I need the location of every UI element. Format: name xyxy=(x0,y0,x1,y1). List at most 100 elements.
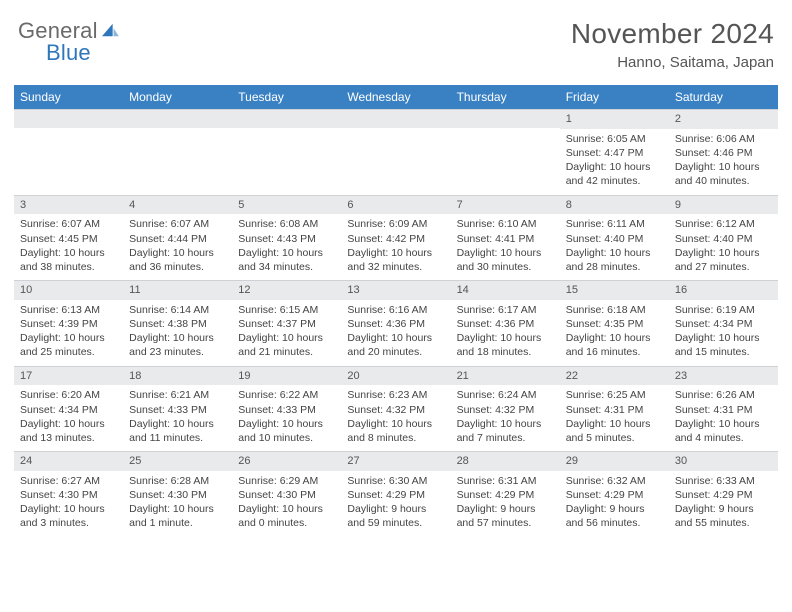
day-day2: and 30 minutes. xyxy=(457,260,554,274)
day-cell: 24Sunrise: 6:27 AMSunset: 4:30 PMDayligh… xyxy=(14,451,123,537)
day-day2: and 5 minutes. xyxy=(566,431,663,445)
day-sunset: Sunset: 4:29 PM xyxy=(566,488,663,502)
day-day2: and 13 minutes. xyxy=(20,431,117,445)
day-details: Sunrise: 6:08 AMSunset: 4:43 PMDaylight:… xyxy=(238,217,335,274)
day-sunrise: Sunrise: 6:30 AM xyxy=(347,474,444,488)
day-day1: Daylight: 10 hours xyxy=(675,160,772,174)
day-cell: 6Sunrise: 6:09 AMSunset: 4:42 PMDaylight… xyxy=(341,195,450,281)
day-number: 6 xyxy=(341,195,450,215)
day-details: Sunrise: 6:12 AMSunset: 4:40 PMDaylight:… xyxy=(675,217,772,274)
day-day2: and 34 minutes. xyxy=(238,260,335,274)
day-sunset: Sunset: 4:41 PM xyxy=(457,232,554,246)
day-details: Sunrise: 6:33 AMSunset: 4:29 PMDaylight:… xyxy=(675,474,772,531)
day-details: Sunrise: 6:20 AMSunset: 4:34 PMDaylight:… xyxy=(20,388,117,445)
day-day1: Daylight: 10 hours xyxy=(238,331,335,345)
day-number: 22 xyxy=(560,366,669,386)
day-day1: Daylight: 10 hours xyxy=(566,331,663,345)
day-details: Sunrise: 6:13 AMSunset: 4:39 PMDaylight:… xyxy=(20,303,117,360)
day-sunrise: Sunrise: 6:18 AM xyxy=(566,303,663,317)
logo-sail-icon xyxy=(100,18,120,44)
day-cell xyxy=(341,109,450,195)
day-day2: and 15 minutes. xyxy=(675,345,772,359)
day-day2: and 38 minutes. xyxy=(20,260,117,274)
day-day1: Daylight: 10 hours xyxy=(675,246,772,260)
day-day1: Daylight: 10 hours xyxy=(457,331,554,345)
day-day1: Daylight: 9 hours xyxy=(457,502,554,516)
day-sunrise: Sunrise: 6:06 AM xyxy=(675,132,772,146)
day-day2: and 4 minutes. xyxy=(675,431,772,445)
day-details: Sunrise: 6:14 AMSunset: 4:38 PMDaylight:… xyxy=(129,303,226,360)
week-row: 3Sunrise: 6:07 AMSunset: 4:45 PMDaylight… xyxy=(14,195,778,281)
day-details: Sunrise: 6:16 AMSunset: 4:36 PMDaylight:… xyxy=(347,303,444,360)
day-details: Sunrise: 6:29 AMSunset: 4:30 PMDaylight:… xyxy=(238,474,335,531)
day-cell: 29Sunrise: 6:32 AMSunset: 4:29 PMDayligh… xyxy=(560,451,669,537)
day-sunset: Sunset: 4:34 PM xyxy=(20,403,117,417)
day-cell: 18Sunrise: 6:21 AMSunset: 4:33 PMDayligh… xyxy=(123,366,232,452)
day-cell: 9Sunrise: 6:12 AMSunset: 4:40 PMDaylight… xyxy=(669,195,778,281)
day-day1: Daylight: 10 hours xyxy=(20,417,117,431)
day-sunrise: Sunrise: 6:08 AM xyxy=(238,217,335,231)
day-day2: and 59 minutes. xyxy=(347,516,444,530)
day-cell: 25Sunrise: 6:28 AMSunset: 4:30 PMDayligh… xyxy=(123,451,232,537)
day-sunrise: Sunrise: 6:29 AM xyxy=(238,474,335,488)
day-details: Sunrise: 6:15 AMSunset: 4:37 PMDaylight:… xyxy=(238,303,335,360)
day-details: Sunrise: 6:18 AMSunset: 4:35 PMDaylight:… xyxy=(566,303,663,360)
day-details: Sunrise: 6:26 AMSunset: 4:31 PMDaylight:… xyxy=(675,388,772,445)
day-day1: Daylight: 10 hours xyxy=(457,417,554,431)
day-day1: Daylight: 10 hours xyxy=(347,331,444,345)
title-block: November 2024 Hanno, Saitama, Japan xyxy=(571,18,774,71)
day-day1: Daylight: 10 hours xyxy=(238,246,335,260)
day-day2: and 55 minutes. xyxy=(675,516,772,530)
day-number: 23 xyxy=(669,366,778,386)
day-sunset: Sunset: 4:44 PM xyxy=(129,232,226,246)
day-day1: Daylight: 10 hours xyxy=(566,246,663,260)
day-day2: and 8 minutes. xyxy=(347,431,444,445)
day-details: Sunrise: 6:23 AMSunset: 4:32 PMDaylight:… xyxy=(347,388,444,445)
day-number: 13 xyxy=(341,280,450,300)
day-sunrise: Sunrise: 6:19 AM xyxy=(675,303,772,317)
month-title: November 2024 xyxy=(571,18,774,50)
day-sunrise: Sunrise: 6:17 AM xyxy=(457,303,554,317)
day-sunset: Sunset: 4:45 PM xyxy=(20,232,117,246)
day-number: 4 xyxy=(123,195,232,215)
day-day2: and 57 minutes. xyxy=(457,516,554,530)
day-number: 17 xyxy=(14,366,123,386)
weeks-container: 1Sunrise: 6:05 AMSunset: 4:47 PMDaylight… xyxy=(14,109,778,537)
day-sunrise: Sunrise: 6:14 AM xyxy=(129,303,226,317)
day-day2: and 16 minutes. xyxy=(566,345,663,359)
day-cell: 8Sunrise: 6:11 AMSunset: 4:40 PMDaylight… xyxy=(560,195,669,281)
day-day1: Daylight: 10 hours xyxy=(129,502,226,516)
day-details: Sunrise: 6:19 AMSunset: 4:34 PMDaylight:… xyxy=(675,303,772,360)
day-sunrise: Sunrise: 6:16 AM xyxy=(347,303,444,317)
day-day2: and 27 minutes. xyxy=(675,260,772,274)
weekday-wednesday: Wednesday xyxy=(341,85,450,109)
day-sunrise: Sunrise: 6:32 AM xyxy=(566,474,663,488)
day-day2: and 18 minutes. xyxy=(457,345,554,359)
day-sunrise: Sunrise: 6:20 AM xyxy=(20,388,117,402)
weekday-tuesday: Tuesday xyxy=(232,85,341,109)
day-day1: Daylight: 10 hours xyxy=(566,160,663,174)
day-number: 27 xyxy=(341,451,450,471)
day-cell: 7Sunrise: 6:10 AMSunset: 4:41 PMDaylight… xyxy=(451,195,560,281)
day-details: Sunrise: 6:32 AMSunset: 4:29 PMDaylight:… xyxy=(566,474,663,531)
day-cell: 11Sunrise: 6:14 AMSunset: 4:38 PMDayligh… xyxy=(123,280,232,366)
day-details: Sunrise: 6:21 AMSunset: 4:33 PMDaylight:… xyxy=(129,388,226,445)
day-cell: 14Sunrise: 6:17 AMSunset: 4:36 PMDayligh… xyxy=(451,280,560,366)
day-day2: and 42 minutes. xyxy=(566,174,663,188)
day-sunset: Sunset: 4:34 PM xyxy=(675,317,772,331)
day-details: Sunrise: 6:28 AMSunset: 4:30 PMDaylight:… xyxy=(129,474,226,531)
day-number: 30 xyxy=(669,451,778,471)
day-day2: and 25 minutes. xyxy=(20,345,117,359)
logo: GeneralBlue xyxy=(18,18,120,66)
day-sunrise: Sunrise: 6:27 AM xyxy=(20,474,117,488)
day-sunrise: Sunrise: 6:07 AM xyxy=(20,217,117,231)
week-row: 24Sunrise: 6:27 AMSunset: 4:30 PMDayligh… xyxy=(14,451,778,537)
day-day1: Daylight: 9 hours xyxy=(566,502,663,516)
empty-daynum-bar xyxy=(14,109,123,128)
day-day2: and 3 minutes. xyxy=(20,516,117,530)
day-details: Sunrise: 6:31 AMSunset: 4:29 PMDaylight:… xyxy=(457,474,554,531)
day-number: 5 xyxy=(232,195,341,215)
day-number: 21 xyxy=(451,366,560,386)
day-sunset: Sunset: 4:47 PM xyxy=(566,146,663,160)
day-sunrise: Sunrise: 6:25 AM xyxy=(566,388,663,402)
